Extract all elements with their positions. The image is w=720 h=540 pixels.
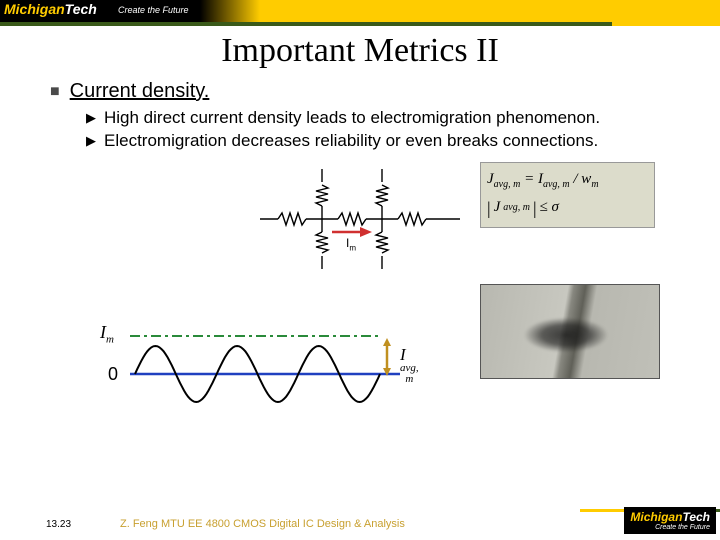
footer: 13.23 Z. Feng MTU EE 4800 CMOS Digital I… [0, 504, 720, 534]
circuit-im-label: Im [346, 236, 356, 252]
circuit-svg [260, 164, 470, 284]
section-heading: Current density. [70, 80, 210, 103]
footer-text: Z. Feng MTU EE 4800 CMOS Digital IC Desi… [120, 518, 405, 530]
header-logo: MichiganTech [4, 1, 97, 17]
equation-1: Javg, m = Iavg, m / wm [487, 167, 648, 193]
triangle-bullet-icon: ▶ [86, 107, 96, 128]
slide-title: Important Metrics II [0, 32, 720, 70]
bullet-point-1: ▶ High direct current density leads to e… [86, 107, 680, 128]
electromigration-photo [480, 284, 660, 379]
triangle-bullet-icon: ▶ [86, 130, 96, 151]
waveform-zero-label: 0 [108, 364, 118, 385]
square-bullet-icon: ■ [50, 80, 60, 103]
waveform-im-label: Im [100, 322, 114, 346]
header-gold-accent [200, 0, 720, 22]
equation-box: Javg, m = Iavg, m / wm |Javg, m| ≤ σ [480, 162, 655, 229]
logo-michigan: Michigan [4, 1, 65, 17]
footer-logo: MichiganTech Create the Future [624, 507, 716, 534]
diagram-area: Im Javg, m = Iavg, m / wm |Javg, m| ≤ σ … [80, 154, 720, 464]
bullet-text-1: High direct current density leads to ele… [104, 107, 600, 128]
logo-tech: Tech [65, 1, 97, 17]
content-area: ■ Current density. ▶ High direct current… [0, 70, 720, 464]
header-bar: MichiganTech Create the Future [0, 0, 720, 22]
equation-2: |Javg, m| ≤ σ [487, 193, 648, 224]
section-heading-row: ■ Current density. [50, 80, 680, 103]
header-tagline: Create the Future [118, 5, 189, 15]
waveform-diagram: Im 0 Iavg, m [100, 314, 410, 404]
circuit-diagram: Im [260, 164, 470, 274]
bullet-text-2: Electromigration decreases reliability o… [104, 130, 598, 151]
slide-number: 13.23 [46, 519, 71, 530]
bullet-point-2: ▶ Electromigration decreases reliability… [86, 130, 680, 151]
header-accent-bar [0, 22, 720, 26]
waveform-svg [100, 314, 410, 404]
waveform-iavg-label: Iavg, m [400, 346, 419, 385]
